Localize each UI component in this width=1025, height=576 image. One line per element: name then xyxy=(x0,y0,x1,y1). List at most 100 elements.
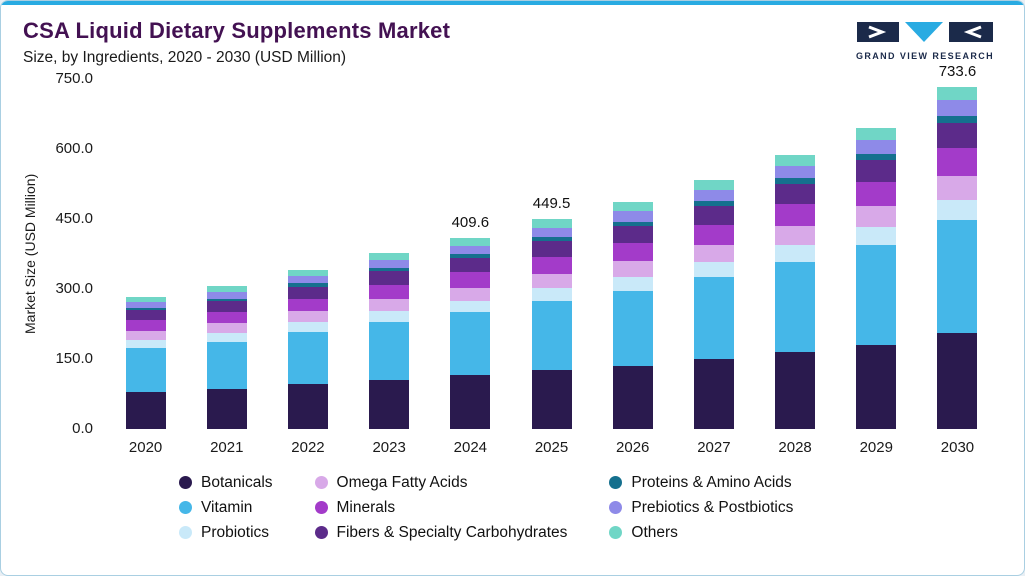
segment-minerals-2025 xyxy=(531,256,572,274)
segment-probiotics-2023 xyxy=(369,310,410,322)
segment-omega-fatty-acids-2030 xyxy=(937,175,978,200)
segment-prebiotics-postbiotics-2027 xyxy=(693,190,734,202)
segment-proteins-amino-acids-2027 xyxy=(693,201,734,207)
grand-view-research-logo: GRAND VIEW RESEARCH xyxy=(852,18,998,61)
segment-fibers-specialty-carbohydrates-2028 xyxy=(775,183,816,205)
segment-probiotics-2029 xyxy=(856,227,897,246)
total-label-2025: 449.5 xyxy=(532,195,571,213)
stacked-bar-chart: Market Size (USD Million) 0.0 150.0 300.0 4… xyxy=(1,63,1024,456)
segment-probiotics-2028 xyxy=(775,245,816,262)
segment-others-2022 xyxy=(287,269,328,277)
legend-label-botanicals: Botanicals xyxy=(201,473,273,491)
bar-stack-2025 xyxy=(531,219,572,429)
segment-omega-fatty-acids-2026 xyxy=(612,261,653,278)
x-label-2024: 2024 xyxy=(453,439,488,456)
segment-probiotics-2024 xyxy=(450,300,491,313)
segment-proteins-amino-acids-2024 xyxy=(450,254,491,258)
segment-vitamin-2020 xyxy=(125,348,166,392)
x-label-2027: 2027 xyxy=(697,439,731,456)
legend-item-omega-fatty-acids: Omega Fatty Acids xyxy=(314,470,568,495)
logo-mark-icon xyxy=(857,22,993,42)
segment-omega-fatty-acids-2029 xyxy=(856,206,897,228)
bar-2020 xyxy=(105,79,186,429)
legend-label-omega-fatty-acids: Omega Fatty Acids xyxy=(336,473,468,491)
segment-fibers-specialty-carbohydrates-2020 xyxy=(125,310,166,321)
segment-fibers-specialty-carbohydrates-2021 xyxy=(206,301,247,313)
segment-others-2030 xyxy=(937,86,978,101)
legend-label-fibers-specialty-carbohydrates: Fibers & Specialty Carbohydrates xyxy=(336,523,568,541)
segment-minerals-2026 xyxy=(612,243,653,262)
segment-prebiotics-postbiotics-2025 xyxy=(531,227,572,238)
segment-vitamin-2028 xyxy=(775,261,816,353)
bar-2029 xyxy=(836,79,917,429)
segment-others-2024 xyxy=(450,237,491,246)
logo-text: GRAND VIEW RESEARCH xyxy=(855,51,995,61)
bar-2026 xyxy=(592,79,673,429)
segment-botanicals-2029 xyxy=(856,344,897,429)
x-label-2026: 2026 xyxy=(616,439,650,456)
segment-botanicals-2030 xyxy=(937,333,978,429)
x-label-2021: 2021 xyxy=(210,439,244,456)
segment-proteins-amino-acids-2028 xyxy=(775,178,816,184)
segment-prebiotics-postbiotics-2028 xyxy=(775,165,816,179)
segment-others-2025 xyxy=(531,219,572,228)
segment-prebiotics-postbiotics-2026 xyxy=(612,211,653,222)
segment-probiotics-2025 xyxy=(531,288,572,302)
segment-minerals-2029 xyxy=(856,182,897,207)
segment-others-2026 xyxy=(612,202,653,212)
y-tick-600.0: 600.0 xyxy=(55,140,93,157)
legend-item-vitamin: Vitamin xyxy=(179,495,273,520)
legend-swatch-fibers-specialty-carbohydrates xyxy=(314,526,328,539)
y-tick-750.0: 750.0 xyxy=(55,70,93,87)
segment-omega-fatty-acids-2027 xyxy=(693,244,734,263)
x-label-2023: 2023 xyxy=(372,439,406,456)
segment-minerals-2022 xyxy=(287,298,328,312)
legend-label-proteins-amino-acids: Proteins & Amino Acids xyxy=(631,473,792,491)
segment-fibers-specialty-carbohydrates-2022 xyxy=(287,286,328,299)
segment-prebiotics-postbiotics-2023 xyxy=(369,259,410,268)
segment-others-2028 xyxy=(775,154,816,166)
segment-vitamin-2021 xyxy=(206,341,247,390)
x-label-2025: 2025 xyxy=(534,439,569,456)
y-tick-0.0: 0.0 xyxy=(72,420,93,437)
bar-stack-2029 xyxy=(856,127,897,429)
segment-botanicals-2024 xyxy=(450,375,491,429)
segment-proteins-amino-acids-2023 xyxy=(369,267,410,272)
total-label-2030: 733.6 xyxy=(938,62,977,80)
segment-others-2023 xyxy=(369,252,410,260)
legend-label-vitamin: Vitamin xyxy=(201,498,253,516)
bar-stack-2022 xyxy=(287,269,328,429)
segment-fibers-specialty-carbohydrates-2024 xyxy=(450,257,491,273)
segment-vitamin-2026 xyxy=(612,290,653,366)
segment-omega-fatty-acids-2021 xyxy=(206,323,247,334)
total-label-2024: 409.6 xyxy=(451,213,490,231)
legend-swatch-others xyxy=(609,526,623,539)
legend-swatch-minerals xyxy=(314,501,328,514)
segment-prebiotics-postbiotics-2029 xyxy=(856,139,897,154)
legend-swatch-vitamin xyxy=(179,501,192,514)
segment-vitamin-2025 xyxy=(531,301,572,371)
segment-probiotics-2026 xyxy=(612,277,653,291)
bar-stack-2024 xyxy=(450,237,491,429)
legend-label-prebiotics-postbiotics: Prebiotics & Postbiotics xyxy=(631,498,794,516)
segment-vitamin-2023 xyxy=(369,321,410,380)
segment-prebiotics-postbiotics-2022 xyxy=(287,276,328,284)
legend-swatch-prebiotics-postbiotics xyxy=(609,501,623,514)
bar-2023 xyxy=(349,79,430,429)
segment-omega-fatty-acids-2023 xyxy=(369,298,410,311)
legend-swatch-botanicals xyxy=(179,476,192,489)
segment-minerals-2028 xyxy=(775,204,816,227)
segment-probiotics-2030 xyxy=(937,199,978,221)
page-title: CSA Liquid Dietary Supplements Market xyxy=(23,18,451,43)
segment-omega-fatty-acids-2025 xyxy=(531,273,572,289)
segment-vitamin-2027 xyxy=(693,277,734,360)
bar-stack-2023 xyxy=(369,252,410,429)
segment-others-2029 xyxy=(856,127,897,140)
segment-botanicals-2022 xyxy=(287,384,328,429)
segment-omega-fatty-acids-2028 xyxy=(775,226,816,246)
segment-vitamin-2022 xyxy=(287,331,328,385)
legend-swatch-omega-fatty-acids xyxy=(314,476,328,489)
bar-2025: 449.5 xyxy=(511,79,592,429)
plot-column: 409.6 449.5 733.6 2020 2021 2022 2023 2024 2025… xyxy=(105,63,998,456)
segment-proteins-amino-acids-2026 xyxy=(612,221,653,227)
